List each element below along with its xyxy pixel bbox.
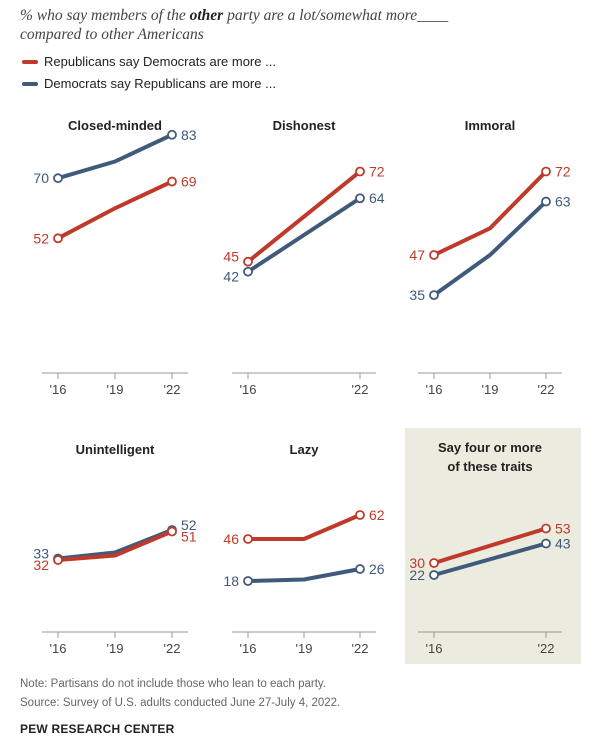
data-point	[541, 538, 551, 549]
data-point	[167, 129, 177, 140]
legend-label: Republicans say Democrats are more ...	[44, 54, 276, 69]
data-point	[541, 523, 551, 534]
data-point	[355, 564, 365, 574]
data-point	[53, 555, 63, 565]
data-label: 62	[369, 507, 385, 523]
data-point	[355, 510, 365, 520]
x-tick-label: '16	[50, 382, 67, 397]
data-point	[355, 193, 365, 204]
panel-title: Dishonest	[273, 118, 337, 133]
x-tick-label: '22	[164, 641, 181, 656]
data-label: 42	[223, 269, 239, 285]
data-point	[429, 290, 439, 301]
series-line	[432, 526, 548, 565]
data-point	[53, 173, 63, 184]
legend-item-democrats: Democrats say Republicans are more ...	[22, 76, 276, 91]
data-label: 64	[369, 190, 385, 206]
x-tick-label: '16	[50, 641, 67, 656]
x-tick-label: '16	[426, 382, 443, 397]
panel-title: Lazy	[290, 442, 320, 457]
data-label: 72	[369, 164, 385, 180]
source-text: Source: Survey of U.S. adults conducted …	[20, 697, 341, 709]
series-line	[246, 513, 362, 541]
data-label: 18	[223, 573, 239, 589]
data-point	[243, 534, 253, 544]
data-point	[429, 250, 439, 260]
data-label: 26	[369, 561, 385, 577]
data-label: 83	[181, 127, 197, 143]
x-tick-label: '16	[240, 382, 257, 397]
data-label: 45	[223, 249, 239, 265]
x-tick-label: '22	[538, 641, 555, 656]
legend-swatch-red	[22, 59, 38, 64]
x-tick-label: '22	[538, 382, 555, 397]
panel-title: Say four or more	[438, 440, 542, 455]
x-tick-label: '19	[107, 641, 124, 656]
series-line	[246, 196, 362, 274]
series-line	[432, 541, 548, 577]
series-line	[246, 567, 362, 583]
legend-swatch-blue	[22, 81, 38, 86]
data-label: 22	[409, 567, 425, 583]
series-line	[56, 132, 174, 181]
legend-item-republicans: Republicans say Democrats are more ...	[22, 54, 276, 69]
panel-title: Closed-minded	[68, 118, 162, 133]
data-point	[243, 266, 253, 277]
series-line	[56, 179, 174, 241]
data-point	[541, 166, 551, 177]
x-tick-label: '16	[426, 641, 443, 656]
x-tick-label: '22	[352, 641, 369, 656]
series-line	[432, 199, 548, 298]
data-label: 46	[223, 531, 239, 547]
x-tick-label: '22	[352, 382, 369, 397]
legend-label: Democrats say Republicans are more ...	[44, 76, 276, 91]
data-point	[429, 570, 439, 580]
x-tick-label: '19	[482, 382, 499, 397]
data-label: 35	[409, 287, 425, 303]
data-label: 33	[33, 546, 49, 562]
panel-title: of these traits	[447, 459, 532, 474]
data-point	[243, 256, 253, 267]
series-line	[246, 169, 362, 264]
data-point	[355, 166, 365, 177]
data-label: 30	[409, 555, 425, 571]
brand-logo-text: PEW RESEARCH CENTER	[20, 722, 175, 736]
data-label: 47	[409, 247, 425, 263]
data-label: 70	[33, 170, 49, 186]
series-line	[56, 529, 174, 562]
series-line	[432, 169, 548, 258]
panel-title: Immoral	[465, 118, 516, 133]
x-tick-label: '22	[164, 382, 181, 397]
x-tick-label: '19	[296, 641, 313, 656]
data-point	[541, 196, 551, 207]
x-tick-label: '19	[107, 382, 124, 397]
data-label: 51	[181, 529, 197, 545]
subtitle-emphasis: other	[189, 7, 224, 24]
data-label: 43	[555, 536, 571, 552]
data-label: 52	[181, 517, 197, 533]
chart-subtitle: % who say members of the other party are…	[20, 7, 449, 43]
data-label: 63	[555, 194, 571, 210]
data-label: 53	[555, 521, 571, 537]
data-label: 32	[33, 557, 49, 573]
data-point	[167, 176, 177, 187]
data-point	[243, 576, 253, 586]
data-label: 52	[33, 230, 49, 246]
data-point	[429, 558, 439, 568]
data-point	[53, 233, 63, 244]
panel-title: Unintelligent	[76, 442, 155, 457]
data-label: 72	[555, 164, 571, 180]
data-label: 69	[181, 174, 197, 190]
data-point	[167, 526, 177, 537]
note-text: Note: Partisans do not include those who…	[20, 678, 327, 690]
x-tick-label: '16	[240, 641, 257, 656]
